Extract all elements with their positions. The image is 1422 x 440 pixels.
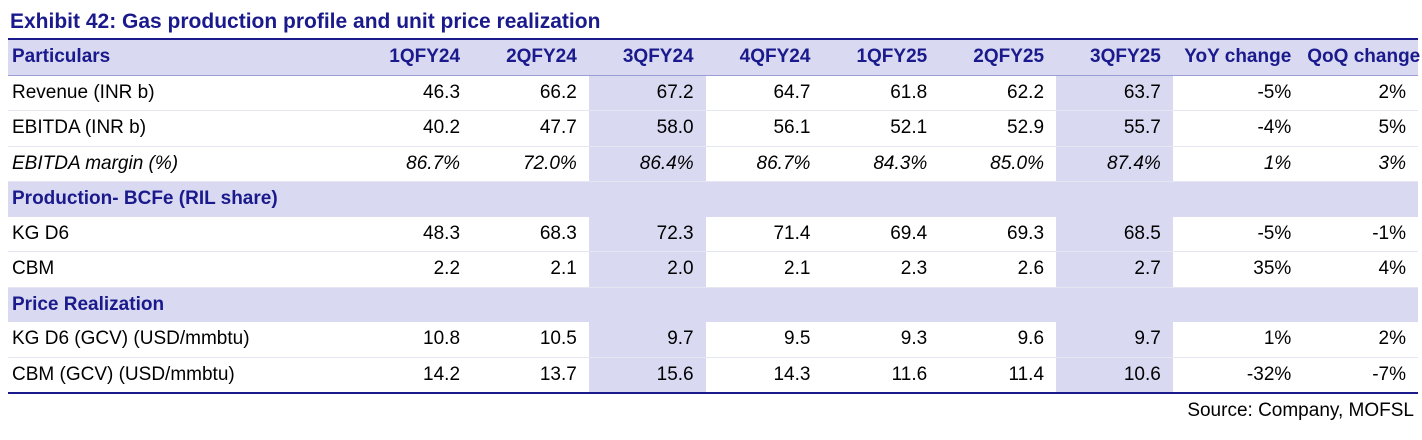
- cell-yoy-change: -4%: [1172, 110, 1304, 147]
- section-title: Production- BCFe (RIL share): [8, 181, 1418, 217]
- cell-2qfy25: 52.9: [939, 110, 1057, 147]
- cell-4qfy24: 71.4: [705, 216, 823, 252]
- header-3qfy25: 3QFY25: [1056, 40, 1173, 76]
- table-row: KG D6 48.3 68.3 72.3 71.4 69.4 69.3 68.5 -5% -1%: [8, 216, 1418, 252]
- source-note: Source: Company, MOFSL: [1187, 400, 1414, 421]
- cell-qoq-change: 2%: [1303, 322, 1418, 358]
- table-body: Revenue (INR b) 46.3 66.2 67.2 64.7 61.8 62.2 6…: [8, 75, 1418, 394]
- cell-qoq-change: 3%: [1303, 146, 1418, 182]
- cell-4qfy24: 86.7%: [705, 146, 823, 182]
- exhibit-title: Exhibit 42: Gas production profile and u…: [10, 10, 601, 33]
- exhibit: Exhibit 42: Gas production profile and u…: [8, 0, 1420, 428]
- row-label: Revenue (INR b): [8, 75, 356, 111]
- header-1qfy25: 1QFY25: [822, 40, 940, 76]
- header-2qfy25: 2QFY25: [939, 40, 1057, 76]
- cell-2qfy24: 2.1: [472, 251, 589, 288]
- cell-1qfy24: 10.8: [355, 322, 473, 358]
- cell-1qfy24: 2.2: [355, 251, 473, 288]
- cell-1qfy25: 9.3: [822, 322, 940, 358]
- cell-3qfy24: 2.0: [588, 251, 706, 288]
- cell-yoy-change: 1%: [1172, 146, 1304, 182]
- cell-2qfy24: 47.7: [472, 110, 589, 147]
- table-row: EBITDA (INR b) 40.2 47.7 58.0 56.1 52.1 52.9 55…: [8, 110, 1418, 147]
- cell-2qfy25: 62.2: [939, 75, 1057, 111]
- cell-3qfy24: 15.6: [588, 357, 706, 394]
- table-row: CBM 2.2 2.1 2.0 2.1 2.3 2.6 2.7 35% 4%: [8, 251, 1418, 288]
- cell-1qfy25: 2.3: [822, 251, 940, 288]
- header-4qfy24: 4QFY24: [705, 40, 823, 76]
- cell-1qfy24: 46.3: [355, 75, 473, 111]
- cell-1qfy24: 14.2: [355, 357, 473, 394]
- table-row: KG D6 (GCV) (USD/mmbtu) 10.8 10.5 9.7 9.5 9.3…: [8, 322, 1418, 358]
- cell-qoq-change: 2%: [1303, 75, 1418, 111]
- cell-3qfy25: 63.7: [1056, 75, 1173, 111]
- cell-2qfy25: 9.6: [939, 322, 1057, 358]
- table-row: CBM (GCV) (USD/mmbtu) 14.2 13.7 15.6 14.3 11.…: [8, 357, 1418, 394]
- header-1qfy24: 1QFY24: [355, 40, 473, 76]
- header-3qfy24: 3QFY24: [588, 40, 706, 76]
- section-title: Price Realization: [8, 287, 1418, 322]
- cell-1qfy24: 86.7%: [355, 146, 473, 182]
- table-row: EBITDA margin (%) 86.7% 72.0% 86.4% 86.7% 84.…: [8, 146, 1418, 182]
- row-label: EBITDA (INR b): [8, 110, 356, 147]
- cell-3qfy25: 2.7: [1056, 251, 1173, 288]
- row-label: EBITDA margin (%): [8, 146, 356, 182]
- header-2qfy24: 2QFY24: [472, 40, 589, 76]
- cell-2qfy25: 85.0%: [939, 146, 1057, 182]
- cell-2qfy25: 2.6: [939, 251, 1057, 288]
- section-header-row: Price Realization: [8, 287, 1418, 322]
- cell-3qfy24: 67.2: [588, 75, 706, 111]
- row-label: CBM (GCV) (USD/mmbtu): [8, 357, 356, 394]
- cell-1qfy25: 84.3%: [822, 146, 940, 182]
- data-table: Particulars 1QFY24 2QFY24 3QFY24 4QFY24 …: [8, 40, 1420, 394]
- cell-2qfy25: 69.3: [939, 216, 1057, 252]
- cell-3qfy25: 55.7: [1056, 110, 1173, 147]
- cell-1qfy25: 52.1: [822, 110, 940, 147]
- cell-qoq-change: 4%: [1303, 251, 1418, 288]
- cell-3qfy24: 72.3: [588, 216, 706, 252]
- row-label: KG D6 (GCV) (USD/mmbtu): [8, 322, 356, 358]
- cell-3qfy24: 58.0: [588, 110, 706, 147]
- cell-2qfy24: 13.7: [472, 357, 589, 394]
- cell-yoy-change: -5%: [1172, 75, 1304, 111]
- cell-1qfy24: 48.3: [355, 216, 473, 252]
- cell-3qfy24: 86.4%: [588, 146, 706, 182]
- cell-1qfy25: 11.6: [822, 357, 940, 394]
- cell-2qfy24: 68.3: [472, 216, 589, 252]
- cell-qoq-change: -1%: [1303, 216, 1418, 252]
- section-header-row: Production- BCFe (RIL share): [8, 181, 1418, 217]
- cell-3qfy25: 68.5: [1056, 216, 1173, 252]
- cell-2qfy24: 72.0%: [472, 146, 589, 182]
- cell-2qfy24: 10.5: [472, 322, 589, 358]
- row-label: CBM: [8, 251, 356, 288]
- header-particulars: Particulars: [8, 40, 356, 76]
- header-row: Particulars 1QFY24 2QFY24 3QFY24 4QFY24 …: [8, 40, 1420, 76]
- cell-yoy-change: -32%: [1172, 357, 1304, 394]
- cell-qoq-change: -7%: [1303, 357, 1418, 394]
- table-row: Revenue (INR b) 46.3 66.2 67.2 64.7 61.8 62.2 6…: [8, 75, 1418, 111]
- cell-qoq-change: 5%: [1303, 110, 1418, 147]
- cell-4qfy24: 9.5: [705, 322, 823, 358]
- cell-4qfy24: 2.1: [705, 251, 823, 288]
- cell-4qfy24: 56.1: [705, 110, 823, 147]
- header-qoq-change: QoQ change: [1303, 40, 1420, 76]
- cell-3qfy25: 9.7: [1056, 322, 1173, 358]
- cell-4qfy24: 14.3: [705, 357, 823, 394]
- cell-4qfy24: 64.7: [705, 75, 823, 111]
- row-label: KG D6: [8, 216, 356, 252]
- cell-1qfy25: 69.4: [822, 216, 940, 252]
- header-yoy-change: YoY change: [1172, 40, 1304, 76]
- cell-2qfy24: 66.2: [472, 75, 589, 111]
- top-rule: [8, 38, 1418, 40]
- cell-3qfy24: 9.7: [588, 322, 706, 358]
- cell-3qfy25: 87.4%: [1056, 146, 1173, 182]
- cell-2qfy25: 11.4: [939, 357, 1057, 394]
- cell-yoy-change: 1%: [1172, 322, 1304, 358]
- cell-1qfy24: 40.2: [355, 110, 473, 147]
- cell-yoy-change: 35%: [1172, 251, 1304, 288]
- cell-yoy-change: -5%: [1172, 216, 1304, 252]
- cell-1qfy25: 61.8: [822, 75, 940, 111]
- cell-3qfy25: 10.6: [1056, 357, 1173, 394]
